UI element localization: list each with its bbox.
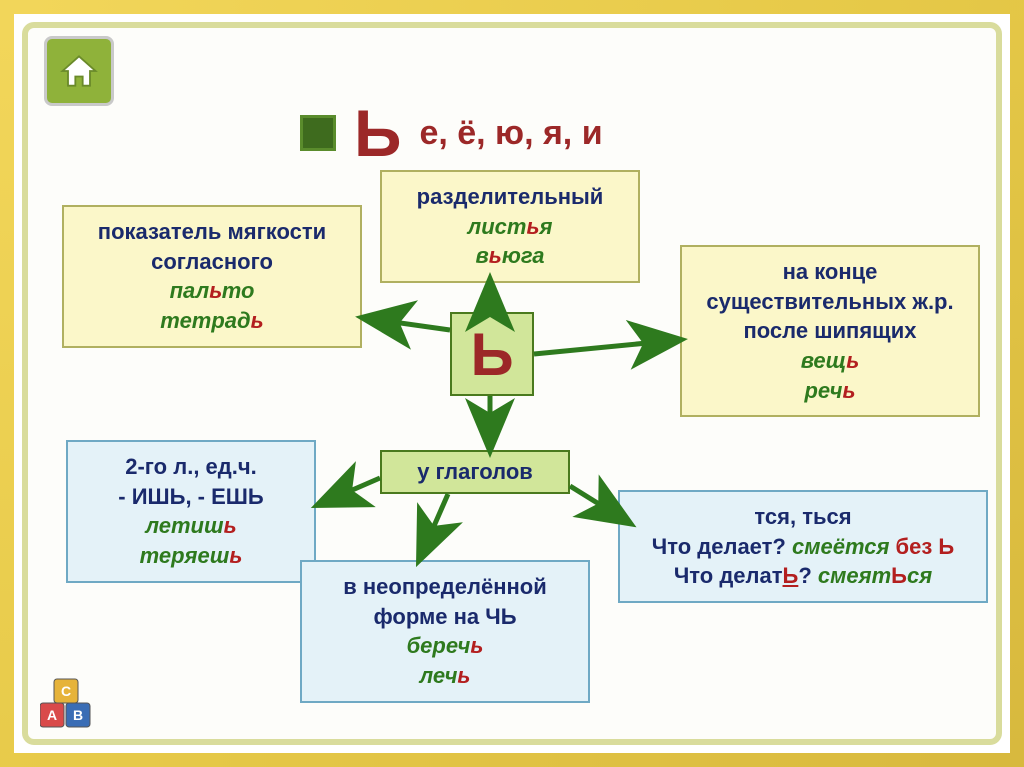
line: показатель мягкости <box>80 217 344 247</box>
line: Что делает? смеётся без Ь <box>636 532 970 562</box>
line: вьюга <box>398 241 622 271</box>
line: теряешь <box>84 541 298 571</box>
box-second_person: 2-го л., ед.ч.- ИШЬ, - ЕШЬлетишьтеряешь <box>66 440 316 583</box>
line: в неопределённой <box>318 572 572 602</box>
verbs-hub-box: у глаголов <box>380 450 570 494</box>
line: на конце <box>698 257 962 287</box>
title-big-letter: Ь <box>354 100 401 166</box>
box-razdel: разделительныйлистьявьюга <box>380 170 640 283</box>
line: летишь <box>84 511 298 541</box>
title-vowels: е, ё, ю, я, и <box>419 114 602 153</box>
line: 2-го л., ед.ч. <box>84 452 298 482</box>
line: беречь <box>318 631 572 661</box>
line: форме на ЧЬ <box>318 602 572 632</box>
box-infinitive_ch: в неопределённойформе на ЧЬберечьлечь <box>300 560 590 703</box>
line: лечь <box>318 661 572 691</box>
svg-text:B: B <box>73 707 83 723</box>
title: Ь е, ё, ю, я, и <box>300 100 603 166</box>
line: вещь <box>698 346 962 376</box>
center-letter-box: Ь <box>450 312 534 396</box>
line: - ИШЬ, - ЕШЬ <box>84 482 298 512</box>
svg-text:A: A <box>47 707 57 723</box>
line: разделительный <box>398 182 622 212</box>
box-myagkost: показатель мягкостисогласногопальтотетра… <box>62 205 362 348</box>
decorative-cubes: ABC <box>40 663 120 733</box>
title-square <box>300 115 336 151</box>
home-icon <box>57 49 101 93</box>
line: Что делатЬ? смеятЬся <box>636 561 970 591</box>
verbs-hub-label: у глаголов <box>417 457 533 487</box>
line: согласного <box>80 247 344 277</box>
svg-text:C: C <box>61 683 71 699</box>
line: существительных ж.р. <box>698 287 962 317</box>
center-letter: Ь <box>470 320 513 389</box>
line: речь <box>698 376 962 406</box>
box-tsya: тся, тьсяЧто делает? смеётся без ЬЧто де… <box>618 490 988 603</box>
line: после шипящих <box>698 316 962 346</box>
home-button[interactable] <box>44 36 114 106</box>
line: тетрадь <box>80 306 344 336</box>
box-nakonce: на концесуществительных ж.р.после шипящи… <box>680 245 980 417</box>
line: тся, ться <box>636 502 970 532</box>
line: пальто <box>80 276 344 306</box>
line: листья <box>398 212 622 242</box>
